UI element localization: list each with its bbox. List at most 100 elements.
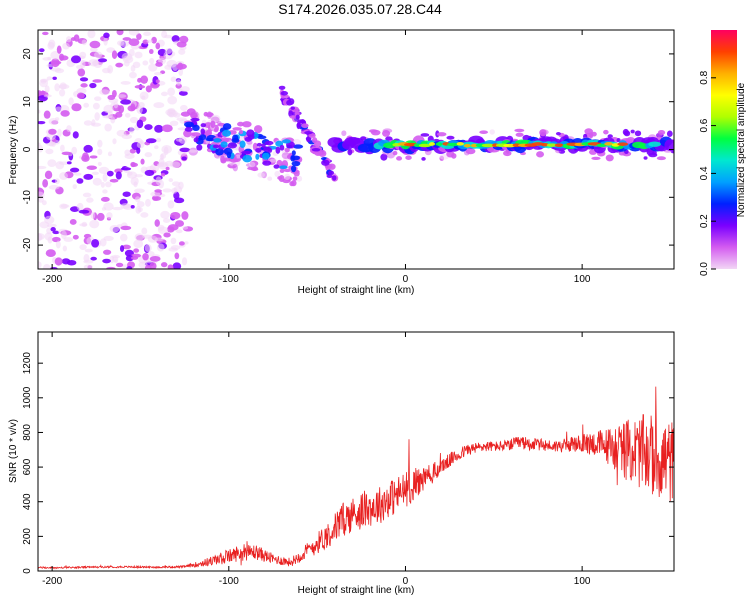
heatmap-cell xyxy=(118,105,125,114)
heatmap-cell xyxy=(102,173,108,182)
heatmap-cell xyxy=(591,131,597,137)
heatmap-cell xyxy=(60,110,70,117)
heatmap-cell xyxy=(254,125,263,134)
heatmap-cell xyxy=(47,236,53,244)
heatmap-cell xyxy=(41,200,47,206)
heatmap-cell xyxy=(288,110,294,118)
heatmap-cell xyxy=(130,162,138,167)
heatmap-cell xyxy=(59,161,70,165)
heatmap-cell xyxy=(308,133,316,138)
heatmap-cell xyxy=(146,39,153,43)
bottom-y-axis-label: SNR (10 * v/v) xyxy=(8,419,19,483)
heatmap-cell xyxy=(242,154,253,163)
heatmap-cell xyxy=(164,48,173,55)
heatmap-cell xyxy=(347,148,353,156)
heatmap-cell xyxy=(555,131,561,136)
heatmap-cell xyxy=(111,89,117,98)
top-x-tick-label: -100 xyxy=(219,274,239,285)
heatmap-cell xyxy=(72,131,79,139)
heatmap-cell xyxy=(43,263,51,269)
heatmap-cell xyxy=(290,106,295,110)
heatmap-cell xyxy=(193,137,199,143)
heatmap-cell xyxy=(220,155,225,163)
heatmap-cell xyxy=(154,145,159,150)
heatmap-cell xyxy=(190,111,199,118)
colorbar-tick-label: 0.8 xyxy=(699,70,710,84)
heatmap-cell xyxy=(170,76,177,83)
heatmap-cell xyxy=(71,146,78,155)
heatmap-cell xyxy=(479,130,489,134)
heatmap-cell xyxy=(103,37,108,46)
heatmap-cell xyxy=(115,171,122,180)
colorbar-label: Normalized spectral amplitude xyxy=(736,82,747,217)
heatmap-cell xyxy=(69,219,77,225)
heatmap-cell xyxy=(100,181,105,188)
heatmap-cell xyxy=(54,117,60,121)
heatmap-cell xyxy=(210,120,216,129)
heatmap-cell xyxy=(237,121,245,127)
heatmap-cell xyxy=(109,224,120,233)
colorbar-tick-label: 0.6 xyxy=(699,118,710,132)
top-y-tick-label: -20 xyxy=(22,237,33,252)
top-y-tick-label: -10 xyxy=(22,190,33,205)
heatmap-cell xyxy=(284,147,290,153)
heatmap-cell xyxy=(267,176,273,181)
heatmap-cell xyxy=(59,203,68,210)
heatmap-cell xyxy=(79,77,89,82)
heatmap-cell xyxy=(136,201,145,208)
heatmap-cell xyxy=(160,210,170,219)
heatmap-cell xyxy=(129,148,136,154)
heatmap-cell xyxy=(311,137,318,144)
heatmap-cell xyxy=(92,79,103,83)
heatmap-cell xyxy=(255,153,260,160)
heatmap-cell xyxy=(136,33,142,40)
heatmap-cell xyxy=(94,96,102,101)
bottom-x-tick-label: -100 xyxy=(219,576,239,587)
heatmap-cell xyxy=(143,31,152,37)
heatmap-cell xyxy=(656,156,666,161)
heatmap-cell xyxy=(97,148,103,156)
heatmap-cell xyxy=(132,61,141,69)
bottom-x-axis-label: Height of straight line (km) xyxy=(298,585,415,596)
heatmap-cell xyxy=(151,195,159,201)
heatmap-cell xyxy=(291,161,301,167)
colorbar-tick-label: 0.2 xyxy=(699,214,710,228)
heatmap-cell xyxy=(175,79,182,86)
heatmap-cell xyxy=(97,58,108,63)
heatmap-cell xyxy=(40,78,49,82)
heatmap-cell xyxy=(43,110,51,119)
heatmap-cell xyxy=(167,87,176,97)
heatmap-cell xyxy=(120,225,132,231)
heatmap-cell xyxy=(171,35,180,43)
heatmap-cell xyxy=(165,166,170,171)
heatmap-cell xyxy=(170,245,181,250)
bottom-y-tick-label: 600 xyxy=(22,458,33,475)
heatmap-cell xyxy=(421,157,426,161)
heatmap-cell xyxy=(155,137,162,143)
heatmap-cell xyxy=(52,76,57,80)
heatmap-cell xyxy=(489,129,495,135)
heatmap-cell xyxy=(135,205,142,214)
heatmap-cell xyxy=(278,85,286,90)
heatmap-cell xyxy=(61,258,71,265)
heatmap-cell xyxy=(167,224,179,231)
heatmap-cell xyxy=(157,226,169,235)
heatmap-cell xyxy=(605,154,614,162)
heatmap-cell xyxy=(546,143,558,147)
heatmap-cell xyxy=(76,178,84,184)
heatmap-cell xyxy=(181,156,187,161)
heatmap-cell xyxy=(61,151,72,156)
heatmap-cell xyxy=(38,120,46,125)
top-x-tick-label: 100 xyxy=(574,274,591,285)
heatmap-cell xyxy=(283,168,292,173)
heatmap-cell xyxy=(192,124,200,132)
heatmap-cell xyxy=(65,36,72,43)
heatmap-cell xyxy=(184,241,189,245)
heatmap-cell xyxy=(274,170,281,178)
heatmap-cell xyxy=(145,198,151,207)
heatmap-cell xyxy=(97,139,103,148)
heatmap-cell xyxy=(55,240,61,249)
heatmap-cell xyxy=(290,165,297,173)
heatmap-cell xyxy=(301,123,309,128)
